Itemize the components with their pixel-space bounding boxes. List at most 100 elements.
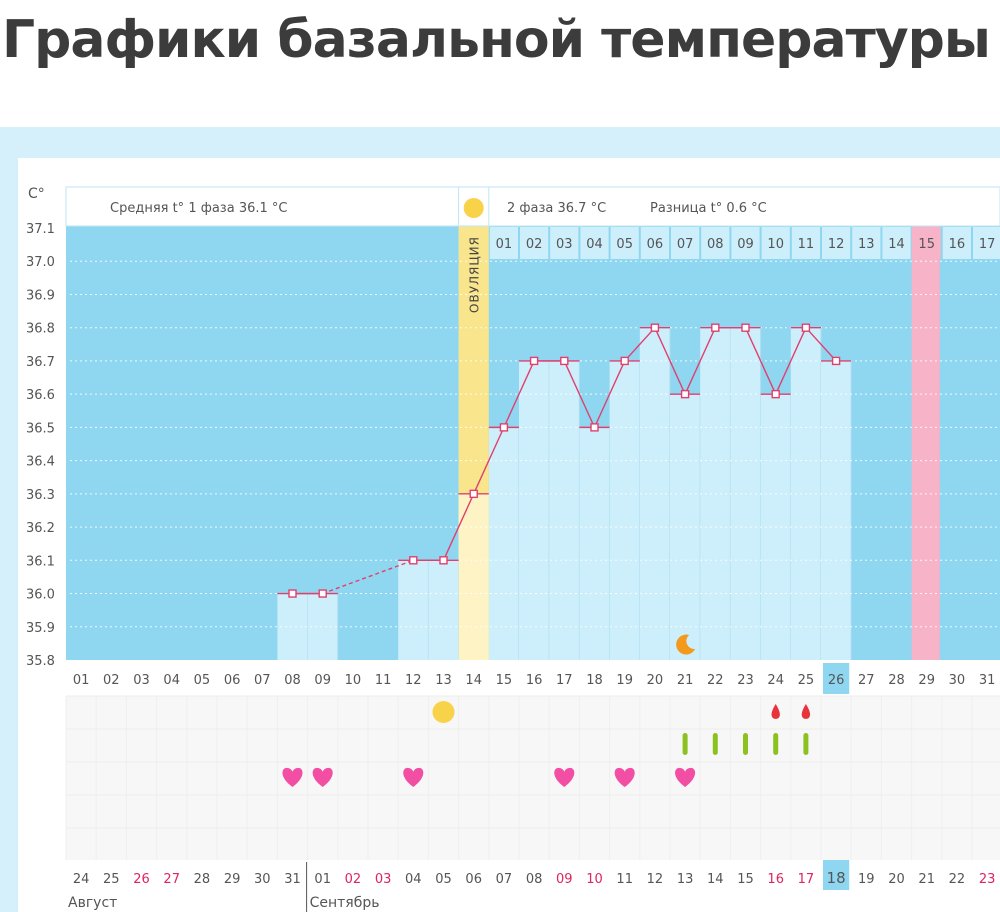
cycle-day-label: 24 [767,673,784,688]
current-day-highlight [823,663,850,694]
post-ovulation-day-cell [822,227,851,259]
calendar-date-label: 04 [405,872,422,887]
calendar-date-label: 10 [586,872,603,887]
temperature-bar [519,360,550,660]
post-ovulation-day-cell [550,227,579,259]
y-tick-label: 36.3 [26,488,55,503]
heart-icon [554,767,575,787]
moon-icon [676,634,696,655]
temperature-line-segment [563,360,596,428]
temperature-bar [609,360,640,660]
calendar-date-label: 13 [677,872,694,887]
cycle-day-label: 02 [103,673,120,688]
temperature-point [711,323,720,332]
calendar-date-label: 29 [224,872,241,887]
cycle-day-label: 06 [224,673,241,688]
cycle-day-label: 27 [858,673,875,688]
post-ovulation-day-cell [761,227,790,259]
cycle-day-label: 16 [526,673,543,688]
temperature-bar [277,593,308,660]
cycle-day-label: 09 [314,673,331,688]
temperature-point [590,423,599,432]
calendar-date-label: 09 [556,872,573,887]
phase2-average: 2 фаза 36.7 °C [507,201,606,216]
calendar-date-label: 15 [737,872,754,887]
calendar-date-label: 30 [254,872,271,887]
cycle-day-label: 12 [405,673,422,688]
cycle-day-label: 04 [163,673,180,688]
month-label: Сентябрь [310,895,380,911]
y-tick-label: 36.0 [26,588,55,603]
calendar-date-label: 21 [918,872,935,887]
post-ovulation-day-cell [791,227,820,259]
temperature-point [680,389,690,399]
temperature-point [318,589,327,598]
temperature-point [409,556,418,565]
temperature-point [741,323,750,332]
cycle-day-label: 20 [647,673,664,688]
cycle-day-label: 18 [586,673,603,688]
temperature-bar [821,360,852,660]
heart-icon [312,767,333,787]
calendar-date-label: 12 [647,872,664,887]
calendar-date-label: 17 [798,872,815,887]
temperature-difference: Разница t° 0.6 °C [650,201,767,216]
post-ovulation-day: 06 [647,237,664,252]
post-ovulation-day-cell [520,227,549,259]
cycle-day-label: 21 [677,673,694,688]
temperature-line-segment [473,427,505,495]
post-ovulation-day: 11 [798,237,815,252]
green-mark-icon [682,733,688,755]
temperature-bar [549,360,580,660]
temperature-point [499,423,509,432]
post-ovulation-day: 16 [949,237,966,252]
temperature-bar [639,327,670,660]
cycle-day-label: 26 [828,673,845,688]
calendar-date-label: 05 [435,872,452,887]
calendar-date-label: 02 [345,872,362,887]
temperature-bar [428,560,459,660]
cycle-day-label: 14 [465,673,482,688]
post-ovulation-day-cell [731,227,760,259]
sun-symbol-icon [432,701,455,723]
highlight-column-pink [911,226,940,660]
cycle-day-label: 30 [949,673,966,688]
post-ovulation-day-cell [610,227,639,259]
post-ovulation-day: 01 [496,237,513,252]
cycle-day-label: 05 [194,673,211,688]
y-tick-label: 36.5 [26,421,55,436]
blood-drop-icon [771,704,780,719]
post-ovulation-day: 08 [707,237,724,252]
calendar-date-label: 31 [284,872,301,887]
temperature-line-segment [624,327,656,362]
temperature-point [529,356,539,366]
post-ovulation-day: 17 [979,237,996,252]
ovulation-label: ОВУЛЯЦИЯ [468,236,482,313]
heart-icon [282,767,303,787]
y-tick-label: 35.8 [26,654,55,669]
cycle-day-label: 01 [73,673,90,688]
calendar-date-label: 06 [465,872,482,887]
y-tick-label: 36.9 [26,288,55,303]
y-tick-label: 36.2 [26,521,55,536]
cycle-day-label: 25 [798,673,815,688]
green-mark-icon [743,733,748,755]
phase1-average: Средняя t° 1 фаза 36.1 °C [110,201,287,216]
post-ovulation-day: 12 [828,237,845,252]
calendar-date-label: 27 [163,872,180,887]
month-label: Август [68,895,117,911]
today-highlight [823,860,850,890]
cycle-day-label: 23 [737,673,754,688]
calendar-date-label: 18 [827,869,846,887]
heart-icon [614,767,635,787]
temperature-line-segment [503,360,535,428]
post-ovulation-day: 13 [858,237,875,252]
post-ovulation-day: 14 [888,237,905,252]
temperature-point [620,356,629,366]
cycle-day-label: 22 [707,673,724,688]
y-tick-label: 37.0 [26,255,55,270]
green-mark-icon [712,733,718,755]
cycle-day-label: 11 [375,673,392,688]
post-ovulation-day: 05 [616,237,633,252]
